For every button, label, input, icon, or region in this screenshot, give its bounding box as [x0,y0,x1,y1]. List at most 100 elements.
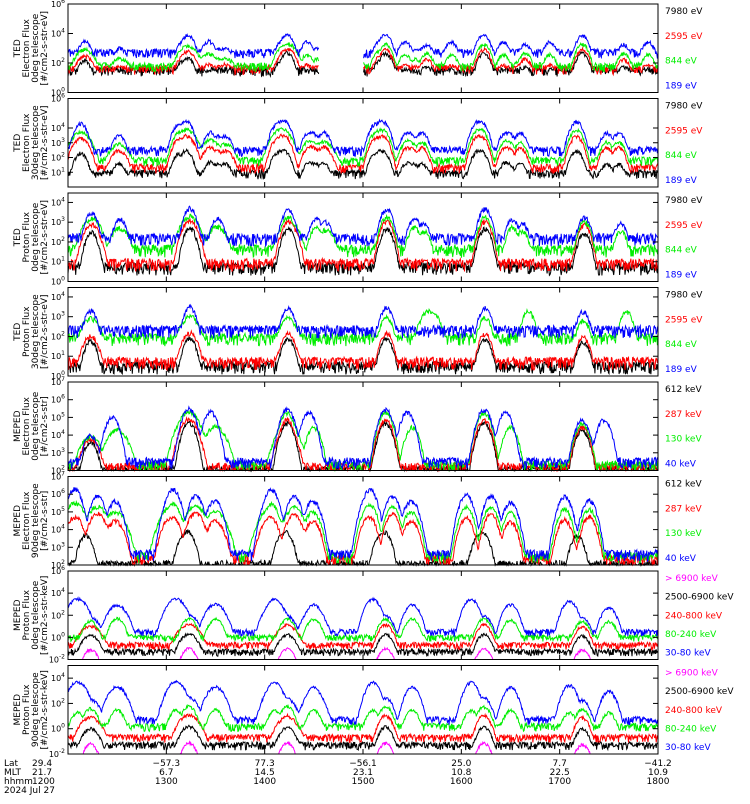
legend-label: 80-240 keV [665,630,717,640]
y-tick-label: 102 [51,697,65,708]
series-line-8-4 [67,703,659,733]
x-row-label: MLT [4,768,22,778]
series-line-7-5 [67,596,659,638]
y-tick-label: 105 [51,506,65,517]
series-line-6-4 [67,487,659,562]
series-line-2-4 [68,118,659,158]
legend-label: 844 eV [665,151,698,161]
panel-frame [67,3,659,93]
y-axis-label: MEPED [13,410,23,442]
y-axis-label: MEPED [13,599,23,631]
panel-frame [67,665,659,755]
panel-3: 7980 eV 2595 eV 844 eV 189 eV 104 103 102 101 10… [13,192,703,287]
y-tick-label: 105 [51,411,65,422]
x-tick-lat: 77.3 [255,759,275,769]
y-axis-label: Electron Flux [22,491,32,550]
y-tick-label: 107 [51,471,65,482]
x-tick-mlt: 23.1 [353,768,373,778]
legend-label: 130 keV [665,435,702,445]
series-line-7-3 [67,622,659,652]
x-tick-lat: −56.1 [349,759,377,769]
y-tick-label: 103 [51,216,65,227]
series-line-3-4 [67,205,659,248]
legend-label: 612 keV [665,480,702,490]
y-tick-label: 106 [51,565,65,576]
series-line-1-3 [67,42,659,74]
y-axis-label: 90deg telescope [31,672,41,747]
legend-label: 844 eV [665,57,698,67]
y-tick-label: 103 [51,447,65,458]
y-tick-label: 100 [51,370,65,381]
y-tick-label: 106 [51,488,65,499]
x-row-label: hhmm [4,777,33,787]
series-line-1-4 [67,33,659,60]
y-tick-label: 102 [51,236,65,247]
series-line-7-2 [67,632,659,658]
y-axis-label: MEPED [13,694,23,726]
y-axis-label: Proton Flux [22,211,32,262]
legend-label: 80-240 keV [665,724,717,734]
y-tick-label: 102 [51,152,65,163]
y-axis-label: 30deg telescope [31,105,41,180]
x-tick-hhmm: 1300 [155,777,178,787]
x-tick-hhmm: 1800 [647,777,670,787]
x-tick-hhmm: 1600 [450,777,473,787]
x-tick-mlt: 21.7 [32,768,52,778]
y-axis-label: [#/cm2-s-str-eV] [40,105,50,180]
y-tick-label: 106 [51,394,65,405]
y-tick-label: 102 [51,559,65,570]
y-tick-label: 104 [51,122,65,133]
x-tick-lat: 7.7 [553,759,567,769]
y-tick-label: 104 [51,429,65,440]
x-tick-hhmm: 1500 [352,777,375,787]
y-axis-label: 0deg telescope [31,580,41,650]
series-line-1-1 [67,50,659,79]
legend-label: 287 keV [665,410,702,420]
legend-label: 7980 eV [665,196,703,206]
x-tick-mlt: 10.9 [648,768,668,778]
legend-label: > 6900 keV [665,669,719,679]
y-tick-label: 104 [51,28,65,39]
y-axis-label: [#/cm2-s-str-eV] [40,294,50,369]
x-tick-lat: −41.2 [644,759,672,769]
series-line-3-3 [67,213,659,259]
y-axis-label: 0deg telescope [31,202,41,272]
x-row-label: Lat [4,759,19,769]
series-line-8-3 [67,712,659,744]
x-tick-lat: −57.3 [153,759,181,769]
y-tick-label: 102 [51,465,65,476]
series-line-2-1 [67,148,659,180]
legend-label: 40 keV [665,554,697,564]
y-axis-label: 0deg telescope [31,13,41,83]
y-tick-label: 106 [51,93,65,104]
y-tick-label: 10-2 [49,748,65,759]
y-axis-label: [#/cm2-s-str-eV] [40,200,50,275]
y-axis-label: [#/cm2-s-str-eV] [40,11,50,86]
y-axis-label: TED [13,323,23,342]
x-tick-hhmm: 1400 [253,777,276,787]
panel-4: 7980 eV 2595 eV 844 eV 189 eV 104 103 102 101 10… [13,287,703,381]
y-axis-label: Proton Flux [22,684,32,735]
series-line-4-2 [67,329,659,372]
x-tick-mlt: 6.7 [159,768,173,778]
series-line-7-4 [67,616,659,644]
legend-label: 189 eV [665,271,698,281]
y-axis-label: [#/cm2-s-str-keV] [40,576,50,655]
y-tick-label: 102 [51,609,65,620]
y-tick-label: 101 [51,166,65,177]
y-tick-label: 103 [51,541,65,552]
legend-label: 844 eV [665,246,698,256]
y-tick-label: 104 [51,291,65,302]
series-line-6-2 [67,511,659,567]
series-line-6-3 [67,499,659,565]
x-tick-hhmm: 1200 [32,777,55,787]
panel-6: 612 keV 287 keV 130 keV 40 keV 107 106 105 104 1… [13,471,702,571]
legend-label: 240-800 keV [665,611,723,621]
legend-label: 7980 eV [665,7,703,17]
y-axis-label: 0deg telescope [31,391,41,461]
y-tick-label: 102 [51,57,65,68]
legend-label: 40 keV [665,460,697,470]
y-tick-label: 107 [51,376,65,387]
